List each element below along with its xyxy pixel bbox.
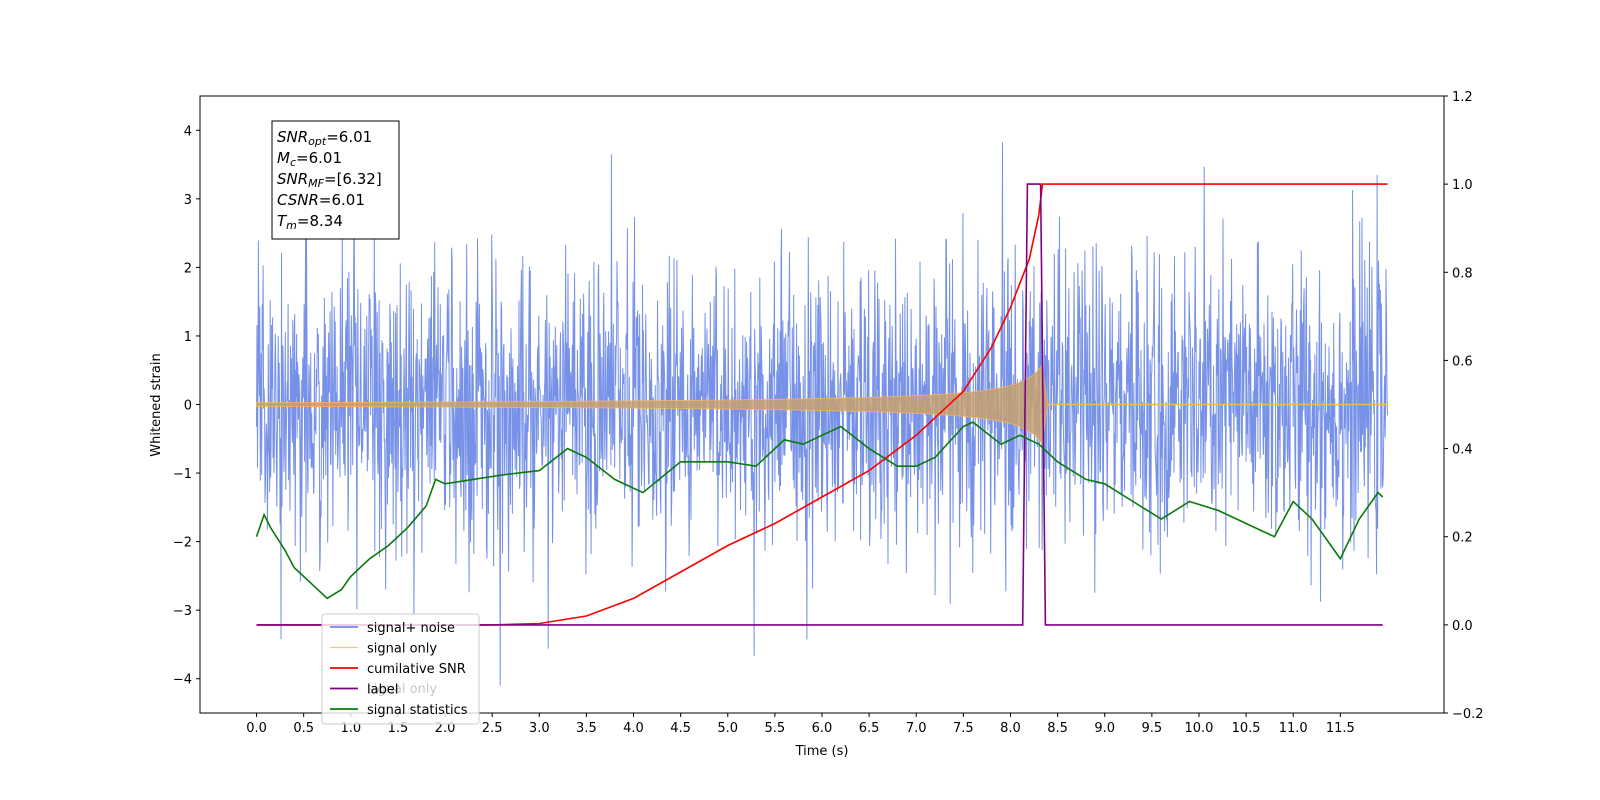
y-tick-label: 3 <box>184 193 192 208</box>
x-tick-label: 2.5 <box>482 721 503 736</box>
y-tick-label: −3 <box>173 604 192 619</box>
legend-label: signal only <box>367 642 437 657</box>
x-tick-label: 10.0 <box>1184 721 1213 736</box>
y-tick-label: −1 <box>173 467 192 482</box>
x-tick-label: 1.0 <box>340 721 361 736</box>
x-tick-label: 11.0 <box>1279 721 1308 736</box>
x-tick-label: 5.5 <box>765 721 786 736</box>
annotation-line: Tm=8.34 <box>277 212 343 232</box>
annotation-line: SNRopt=6.01 <box>277 128 372 148</box>
legend-box <box>321 613 480 725</box>
series-signal-plus-noise <box>256 142 1388 686</box>
annotation-line: CSNR=6.01 <box>277 191 365 209</box>
y-tick-label: 2 <box>184 261 192 276</box>
x-axis-label: Time (s) <box>795 744 849 759</box>
x-tick-label: 6.0 <box>812 721 833 736</box>
y2-tick-label: 0.4 <box>1452 443 1473 458</box>
y-tick-label: −4 <box>173 673 192 688</box>
legend-hidden-text: signal only <box>367 682 437 697</box>
y2-tick-label: 0.8 <box>1452 266 1473 281</box>
legend-label: cumilative SNR <box>367 662 466 677</box>
x-tick-label: 7.0 <box>906 721 927 736</box>
y2-tick-label: 1.2 <box>1452 90 1473 105</box>
y2-tick-label: 0.0 <box>1452 619 1473 634</box>
y-tick-label: 1 <box>184 330 192 345</box>
y-tick-label: −2 <box>173 536 192 551</box>
series-label <box>256 183 1383 626</box>
x-tick-label: 4.0 <box>623 721 644 736</box>
y-tick-label: 0 <box>184 399 192 414</box>
legend-label: signal statistics <box>367 703 468 718</box>
x-tick-label: 6.5 <box>859 721 880 736</box>
y-axis-label: Whitened strain <box>149 353 164 456</box>
x-tick-label: 8.5 <box>1047 721 1068 736</box>
x-tick-label: 2.0 <box>435 721 456 736</box>
annotation-line: Mc=6.01 <box>277 149 342 169</box>
x-tick-label: 3.5 <box>576 721 597 736</box>
annotation-line: SNRMF=[6.32] <box>277 170 382 190</box>
y2-tick-label: −0.2 <box>1452 707 1484 722</box>
y2-tick-label: 0.6 <box>1452 354 1473 369</box>
x-tick-label: 11.5 <box>1326 721 1355 736</box>
x-tick-label: 8.0 <box>1000 721 1021 736</box>
legend-label: signal+ noise <box>367 621 455 636</box>
annotation-box <box>271 120 400 240</box>
x-tick-label: 1.5 <box>388 721 409 736</box>
y2-tick-label: 1.0 <box>1452 178 1473 193</box>
x-tick-label: 3.0 <box>529 721 550 736</box>
series-signal-statistics <box>255 421 1384 600</box>
legend-label: label <box>367 683 398 698</box>
x-tick-label: 5.0 <box>717 721 738 736</box>
y2-tick-label: 0.2 <box>1452 531 1473 546</box>
x-tick-label: 9.0 <box>1094 721 1115 736</box>
x-tick-label: 7.5 <box>953 721 974 736</box>
x-tick-label: 4.5 <box>670 721 691 736</box>
x-tick-label: 10.5 <box>1232 721 1261 736</box>
series-signal-only <box>256 366 1388 443</box>
x-tick-label: 9.5 <box>1142 721 1163 736</box>
series-cumulative-snr <box>256 183 1388 626</box>
x-tick-label: 0.5 <box>293 721 314 736</box>
x-tick-label: 0.0 <box>246 721 267 736</box>
y-tick-label: 4 <box>184 124 192 139</box>
